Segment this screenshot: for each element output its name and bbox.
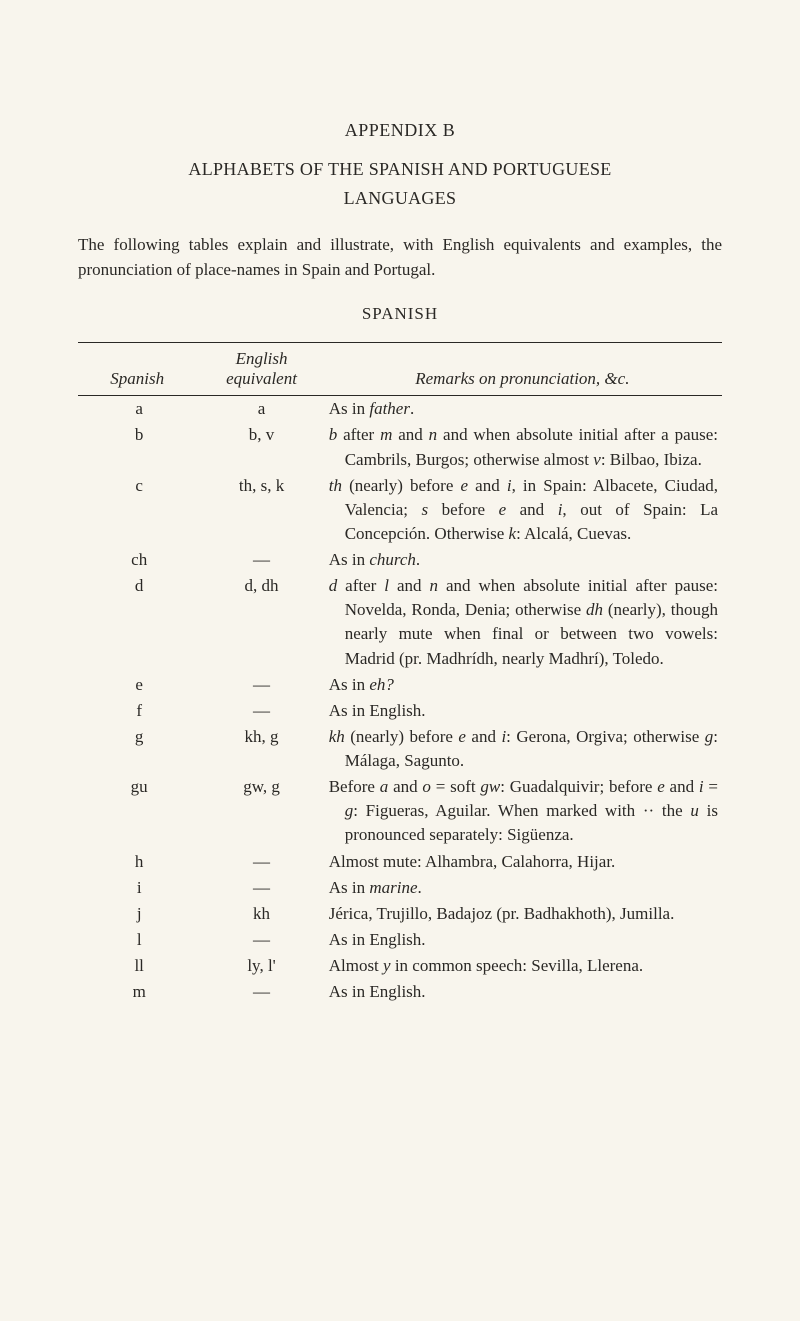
cell-english: b, v [200,422,322,472]
table-row: e—As in eh? [78,672,722,698]
col-header-english: English equivalent [200,343,322,396]
cell-spanish: gu [78,774,200,848]
cell-spanish: ch [78,547,200,573]
cell-remarks: As in marine. [323,875,722,901]
cell-remarks: As in eh? [323,672,722,698]
cell-remarks: As in English. [323,698,722,724]
cell-spanish: d [78,573,200,672]
table-row: gkh, gkh (nearly) before e and i: Gerona… [78,724,722,774]
table-row: gugw, gBefore a and o = soft gw: Guadalq… [78,774,722,848]
cell-english: — [200,927,322,953]
cell-english: — [200,979,322,1005]
cell-remarks: Almost y in common speech: Sevilla, Ller… [323,953,722,979]
table-row: l—As in English. [78,927,722,953]
language-heading: SPANISH [78,304,722,324]
table-row: aaAs in father. [78,396,722,423]
cell-spanish: a [78,396,200,423]
cell-english: kh, g [200,724,322,774]
cell-remarks: As in father. [323,396,722,423]
cell-spanish: b [78,422,200,472]
page-title-line2: LANGUAGES [78,188,722,209]
cell-spanish: ll [78,953,200,979]
cell-spanish: c [78,473,200,547]
cell-remarks: Almost mute: Alhambra, Calahorra, Hijar. [323,849,722,875]
table-row: ch—As in church. [78,547,722,573]
table-row: h—Almost mute: Alhambra, Calahorra, Hija… [78,849,722,875]
cell-english: — [200,698,322,724]
cell-english: a [200,396,322,423]
table-row: bb, vb after m and n and when absolute i… [78,422,722,472]
cell-remarks: As in English. [323,979,722,1005]
cell-remarks: b after m and n and when absolute initia… [323,422,722,472]
col-header-remarks: Remarks on pronunciation, &c. [323,343,722,396]
table-row: f—As in English. [78,698,722,724]
table-row: m—As in English. [78,979,722,1005]
page-title-line1: ALPHABETS OF THE SPANISH AND PORTUGUESE [78,159,722,180]
col-header-english-line1: English [236,349,288,368]
table-body: aaAs in father.bb, vb after m and n and … [78,396,722,1006]
cell-remarks: d after l and n and when absolute initia… [323,573,722,672]
col-header-english-line2: equivalent [226,369,297,388]
table-row: cth, s, kth (nearly) before e and i, in … [78,473,722,547]
appendix-label: APPENDIX B [78,120,722,141]
alphabet-table: Spanish English equivalent Remarks on pr… [78,342,722,1005]
cell-spanish: m [78,979,200,1005]
cell-remarks: kh (nearly) before e and i: Gerona, Orgi… [323,724,722,774]
cell-remarks: th (nearly) before e and i, in Spain: Al… [323,473,722,547]
cell-spanish: e [78,672,200,698]
table-row: i—As in marine. [78,875,722,901]
cell-remarks: As in church. [323,547,722,573]
cell-spanish: l [78,927,200,953]
cell-spanish: g [78,724,200,774]
cell-spanish: h [78,849,200,875]
col-header-spanish: Spanish [78,343,200,396]
table-row: llly, l'Almost y in common speech: Sevil… [78,953,722,979]
cell-english: — [200,672,322,698]
cell-spanish: f [78,698,200,724]
cell-english: th, s, k [200,473,322,547]
cell-english: d, dh [200,573,322,672]
cell-english: kh [200,901,322,927]
cell-remarks: Jérica, Trujillo, Badajoz (pr. Badhakhot… [323,901,722,927]
cell-spanish: j [78,901,200,927]
table-row: dd, dhd after l and n and when absolute … [78,573,722,672]
cell-remarks: Before a and o = soft gw: Guadalquivir; … [323,774,722,848]
table-header-row: Spanish English equivalent Remarks on pr… [78,343,722,396]
table-row: jkhJérica, Trujillo, Badajoz (pr. Badhak… [78,901,722,927]
intro-paragraph: The following tables explain and illustr… [78,233,722,282]
cell-english: gw, g [200,774,322,848]
cell-english: — [200,849,322,875]
cell-remarks: As in English. [323,927,722,953]
cell-spanish: i [78,875,200,901]
cell-english: ly, l' [200,953,322,979]
cell-english: — [200,875,322,901]
cell-english: — [200,547,322,573]
